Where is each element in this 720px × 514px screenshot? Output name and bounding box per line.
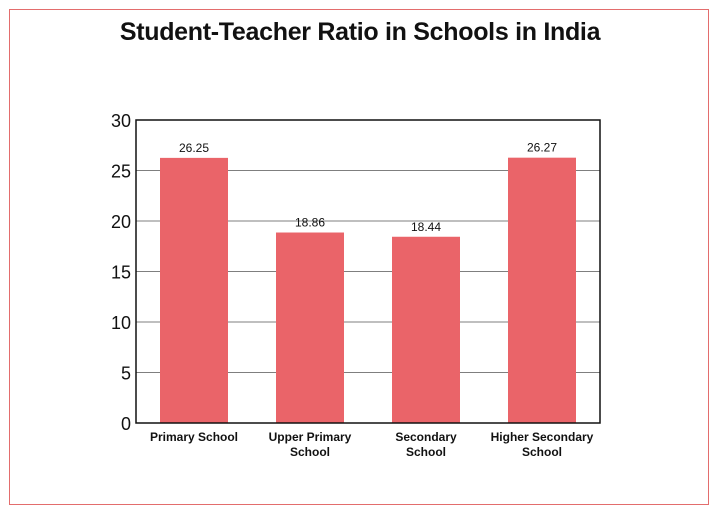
plot-area-border <box>135 119 601 424</box>
category-label: Higher Secondary <box>491 430 594 444</box>
bars <box>160 157 576 423</box>
category-label: Primary School <box>150 430 238 444</box>
data-label: 18.86 <box>295 216 325 230</box>
y-axis-ticks: 0 5 10 15 20 25 30 <box>111 111 131 434</box>
x-axis-categories: Primary School Upper PrimarySchoolSeconda… <box>150 430 594 459</box>
chart-title: Student-Teacher Ratio in Schools in Indi… <box>119 18 601 46</box>
y-tick-label: 0 <box>121 414 131 434</box>
bar <box>392 236 460 423</box>
data-label: 26.25 <box>179 141 209 155</box>
bar <box>276 232 344 423</box>
bar <box>160 157 228 423</box>
y-tick-label: 20 <box>111 212 131 232</box>
category-label: School <box>522 445 562 459</box>
category-label: Secondary <box>395 430 457 444</box>
y-tick-label: 5 <box>121 364 131 384</box>
data-labels: 26.25 18.86 18.44 26.27 <box>179 141 557 234</box>
category-label: School <box>406 445 446 459</box>
y-tick-label: 30 <box>111 111 131 131</box>
category-label: Upper Primary <box>269 430 352 444</box>
data-label: 18.44 <box>411 220 441 234</box>
y-tick-label: 15 <box>111 263 131 283</box>
bar <box>508 157 576 423</box>
y-tick-label: 10 <box>111 313 131 333</box>
y-tick-label: 25 <box>111 162 131 182</box>
data-label: 26.27 <box>527 141 557 155</box>
category-label: School <box>290 445 330 459</box>
